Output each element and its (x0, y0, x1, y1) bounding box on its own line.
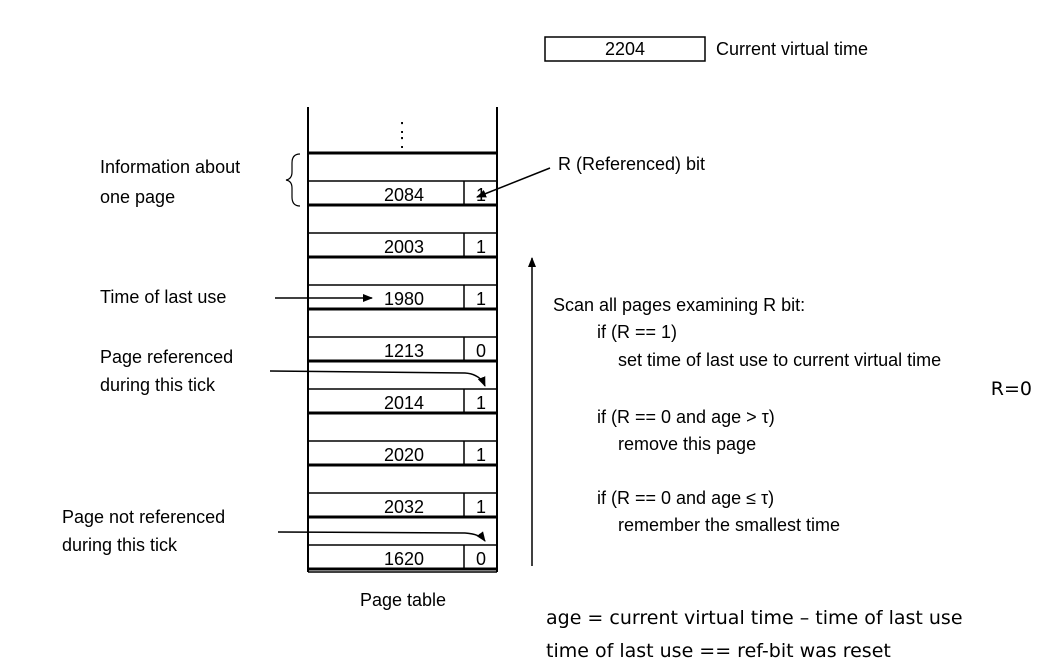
info-brace (285, 153, 301, 207)
info-label-line2: one page (100, 187, 175, 207)
page-table-row: 2014 1 (308, 359, 497, 415)
last-use-time: 2014 (384, 393, 424, 413)
current-time-box: 2204 (544, 36, 706, 62)
last-use-time: 2020 (384, 445, 424, 465)
r-bit-value: 1 (476, 393, 486, 413)
last-use-time: 1620 (384, 549, 424, 569)
notref-label-line1: Page not referenced (62, 507, 225, 527)
r-bit-label: R (Referenced) bit (558, 154, 705, 174)
page-table-rows: 20841 2003 1 1980 1 1213 0 2014 1 2020 1 2032 1 1620 0 (308, 151, 497, 571)
last-use-time: 2032 (384, 497, 424, 517)
notref-label-line2: during this tick (62, 535, 178, 555)
r-bit-value: 1 (476, 445, 486, 465)
page-table-row: 1213 0 (308, 307, 497, 363)
algo-action3: remember the smallest time (618, 515, 840, 535)
algo-action1: set time of last use to current virtual … (618, 350, 941, 370)
r-bit-arrow (476, 167, 551, 198)
algo-note-r0: R=0 (991, 378, 1032, 400)
time-last-use-label: Time of last use (100, 287, 226, 307)
r-bit-value: 1 (476, 237, 486, 257)
page-table-row: 1980 1 (308, 255, 497, 311)
page-table-row: 2032 1 (308, 463, 497, 519)
algo-cond2: if (R == 0 and age > τ) (597, 407, 775, 427)
info-label-line1: Information about (100, 157, 240, 177)
r-bit-value: 1 (476, 497, 486, 517)
table-ellipsis-2: : (399, 131, 405, 153)
last-use-time: 2084 (384, 185, 424, 205)
algo-heading: Scan all pages examining R bit: (553, 295, 805, 315)
page-table-row: 1620 0 (308, 515, 497, 571)
page-table-row: 2020 1 (308, 411, 497, 467)
r-bit-value: 0 (476, 549, 486, 569)
current-time-value: 2204 (605, 39, 645, 59)
page-table: : : 208412003119801121302014120201203211… (307, 107, 498, 573)
table-ellipsis-1: : (399, 116, 405, 138)
algo-cond1: if (R == 1) (597, 322, 677, 342)
formula-age: age = current virtual time – time of las… (546, 607, 963, 629)
ref-label-line1: Page referenced (100, 347, 233, 367)
r-bit-value: 1 (476, 289, 486, 309)
notref-arrow (277, 531, 486, 542)
current-time-label: Current virtual time (716, 39, 868, 59)
last-use-time: 2003 (384, 237, 424, 257)
ref-label-line2: during this tick (100, 375, 216, 395)
page-table-row: 2003 1 (308, 203, 497, 259)
page-table-caption: Page table (360, 590, 446, 610)
algo-cond3: if (R == 0 and age ≤ τ) (597, 488, 774, 508)
last-use-time: 1980 (384, 289, 424, 309)
algo-action2: remove this page (618, 434, 756, 454)
last-use-time: 1213 (384, 341, 424, 361)
page-table-row: 20841 (308, 151, 497, 207)
formula-last-use: time of last use == ref-bit was reset (546, 640, 891, 662)
ref-arrow (269, 370, 486, 387)
r-bit-value: 0 (476, 341, 486, 361)
